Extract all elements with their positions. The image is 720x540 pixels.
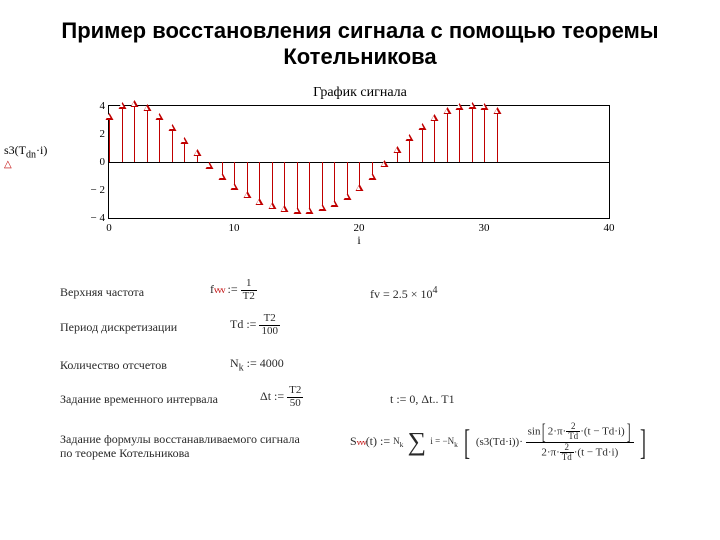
eq-sampling-period: Td := T2100 — [230, 313, 280, 337]
label-sampling-period: Период дискретизации — [60, 320, 177, 335]
label-reconstruction-formula-1: Задание формулы восстанавливаемого сигна… — [60, 432, 300, 447]
signal-chart: График сигнала s3(Tdn·i) △ i 420− 2− 401… — [80, 91, 640, 241]
y-marker-icon: △ — [4, 159, 12, 170]
eq-sample-count: Nk := 4000 — [230, 356, 284, 373]
label-time-interval: Задание временного интервала — [60, 392, 218, 407]
eq-kotelnikov-formula: Svvv(t) := Nk ∑ i = −Nk [ (s3(Td·i))· si… — [350, 422, 649, 463]
eq-upper-freq: fvvv := 1T2 — [210, 278, 257, 302]
eq-upper-freq-val: fv = 2.5 × 104 — [370, 285, 438, 302]
eq-time-interval: Δt := T250 — [260, 385, 303, 409]
label-sample-count: Количество отсчетов — [60, 358, 167, 373]
slide-title: Пример восстановления сигнала с помощью … — [0, 0, 720, 75]
eq-time-range: t := 0, Δt.. T1 — [390, 392, 455, 407]
x-axis-label: i — [109, 233, 609, 248]
y-axis-label: s3(Tdn·i) — [4, 143, 47, 160]
chart-title: График сигнала — [80, 85, 640, 101]
plot-area: i 420− 2− 4010203040 — [108, 105, 610, 219]
label-reconstruction-formula-2: по теореме Котельникова — [60, 446, 189, 461]
label-upper-freq: Верхняя частота — [60, 285, 144, 300]
